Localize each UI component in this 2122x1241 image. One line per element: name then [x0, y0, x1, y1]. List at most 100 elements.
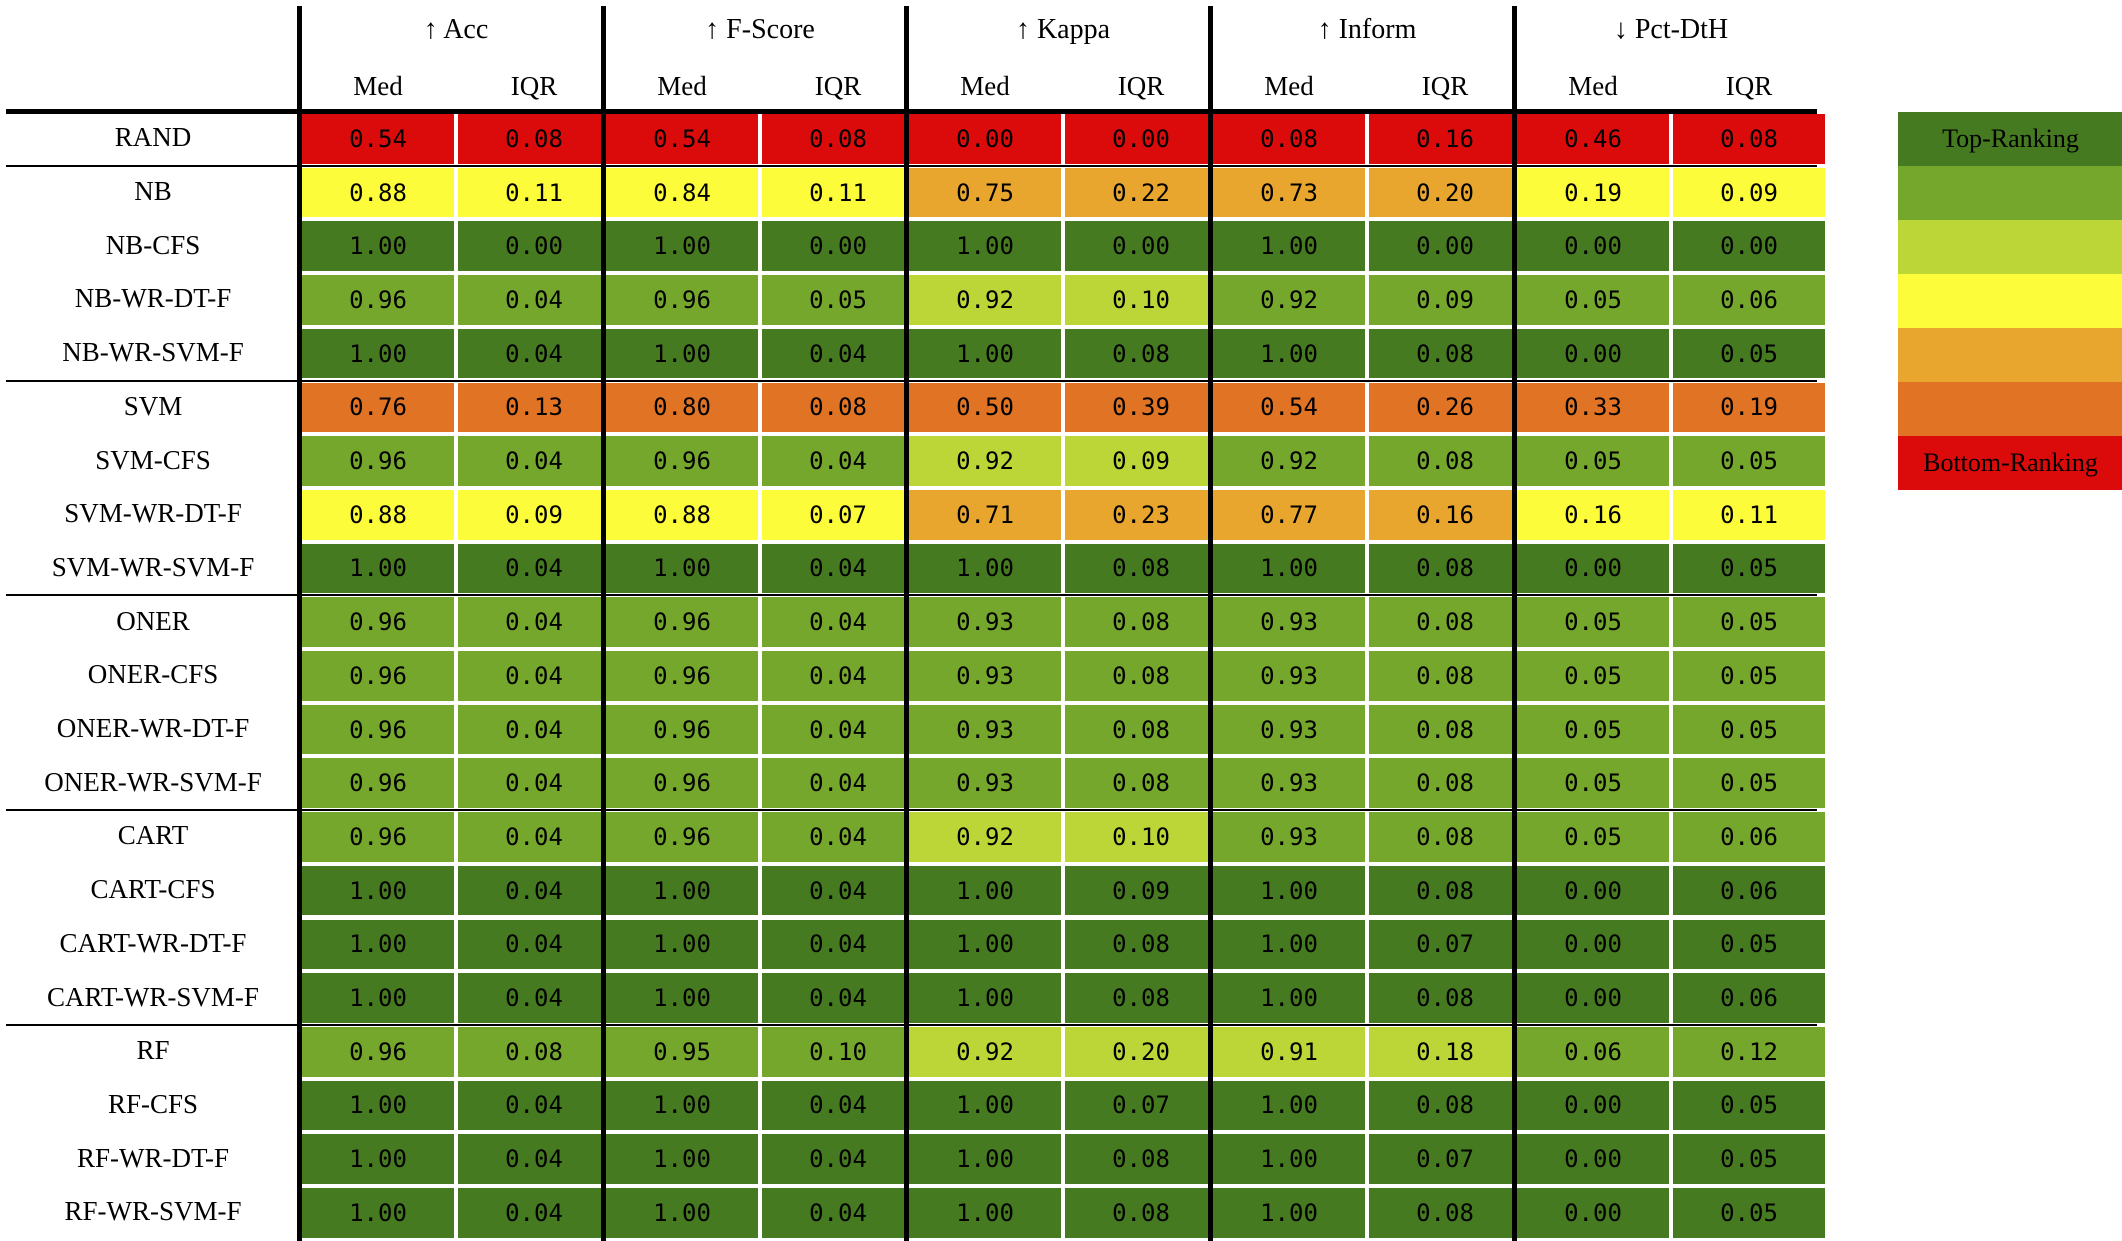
table-cell: 0.96	[606, 275, 758, 325]
table-cell: 0.46	[1517, 114, 1669, 164]
table-cell: 0.23	[1065, 489, 1217, 540]
table-cell: 0.84	[606, 167, 758, 218]
table-cell: 0.93	[1213, 812, 1365, 862]
table-cell: 1.00	[606, 543, 758, 594]
table-cell: 0.04	[762, 865, 914, 916]
table-cell: 0.16	[1369, 489, 1521, 540]
table-cell: 0.16	[1517, 489, 1669, 540]
table-cell: 0.04	[458, 758, 610, 809]
row-label: NB-WR-DT-F	[74, 283, 232, 314]
group-rule	[6, 1024, 1817, 1026]
table-cell: 0.96	[606, 758, 758, 809]
table-cell: 1.00	[909, 221, 1061, 272]
table-cell: 0.08	[1065, 651, 1217, 701]
table-cell: 0.05	[1673, 543, 1825, 594]
table-cell: 0.00	[1369, 221, 1521, 272]
table-cell: 0.00	[1517, 973, 1669, 1023]
table-cell: 0.08	[1065, 1134, 1217, 1184]
column-rule	[1512, 6, 1517, 1241]
table-cell: 1.00	[302, 543, 454, 594]
row-label: SVM-CFS	[95, 444, 211, 475]
row-label: NB-WR-SVM-F	[62, 337, 244, 368]
column-rule	[1208, 6, 1213, 1241]
table-cell: 1.00	[909, 543, 1061, 594]
table-cell: 0.05	[1673, 704, 1825, 755]
table-cell: 0.05	[1673, 436, 1825, 486]
row-label: CART-WR-DT-F	[59, 927, 247, 958]
table-cell: 0.00	[1517, 1134, 1669, 1184]
table-cell: 1.00	[1213, 1188, 1365, 1238]
table-cell: 0.08	[1065, 543, 1217, 594]
table-cell: 1.00	[606, 221, 758, 272]
table-cell: 1.00	[1213, 1080, 1365, 1131]
table-cell: 0.33	[1517, 382, 1669, 433]
table-cell: 0.93	[1213, 704, 1365, 755]
table-cell: 0.04	[762, 328, 914, 379]
row-label: RF-WR-SVM-F	[64, 1196, 242, 1227]
table-cell: 1.00	[909, 865, 1061, 916]
table-cell: 0.19	[1517, 167, 1669, 218]
table-cell: 0.00	[909, 114, 1061, 164]
table-cell: 0.00	[1673, 221, 1825, 272]
table-cell: 0.00	[1517, 1188, 1669, 1238]
table-cell: 0.08	[762, 114, 914, 164]
table-cell: 1.00	[1213, 543, 1365, 594]
table-cell: 0.96	[606, 651, 758, 701]
table-cell: 0.09	[1065, 436, 1217, 486]
table-cell: 0.05	[1673, 651, 1825, 701]
table-cell: 1.00	[606, 919, 758, 970]
table-cell: 0.96	[302, 1026, 454, 1077]
table-cell: 0.05	[1517, 651, 1669, 701]
table-cell: 0.96	[302, 651, 454, 701]
table-cell: 0.04	[458, 973, 610, 1023]
table-cell: 1.00	[606, 973, 758, 1023]
table-cell: 0.96	[302, 758, 454, 809]
table-cell: 1.00	[606, 865, 758, 916]
table-cell: 1.00	[1213, 919, 1365, 970]
table-cell: 0.08	[1673, 114, 1825, 164]
table-cell: 0.20	[1369, 167, 1521, 218]
table-cell: 0.04	[762, 543, 914, 594]
table-cell: 0.08	[1369, 328, 1521, 379]
table-cell: 0.06	[1673, 275, 1825, 325]
legend-swatch	[1898, 220, 2122, 274]
row-label: RAND	[114, 122, 192, 153]
table-cell: 0.08	[458, 114, 610, 164]
table-cell: 0.07	[1369, 1134, 1521, 1184]
table-cell: 0.00	[1065, 221, 1217, 272]
table-cell: 0.04	[762, 704, 914, 755]
table-cell: 1.00	[302, 221, 454, 272]
row-label: CART-CFS	[90, 874, 216, 905]
metric-header: ↑ Kappa	[1015, 14, 1111, 45]
table-cell: 0.88	[302, 167, 454, 218]
table-cell: 0.39	[1065, 382, 1217, 433]
table-cell: 1.00	[1213, 973, 1365, 1023]
sub-header: IQR	[1421, 70, 1469, 101]
table-cell: 0.08	[1369, 812, 1521, 862]
group-rule	[6, 594, 1817, 596]
table-cell: 0.00	[1517, 865, 1669, 916]
table-cell: 0.20	[1065, 1026, 1217, 1077]
metric-header: ↑ Inform	[1317, 14, 1417, 45]
table-cell: 1.00	[302, 1134, 454, 1184]
table-cell: 0.04	[458, 543, 610, 594]
table-cell: 0.05	[1517, 704, 1669, 755]
table-cell: 0.96	[302, 812, 454, 862]
table-cell: 1.00	[606, 1188, 758, 1238]
table-cell: 0.73	[1213, 167, 1365, 218]
table-cell: 0.06	[1673, 973, 1825, 1023]
row-label: SVM	[123, 390, 183, 421]
table-cell: 1.00	[302, 919, 454, 970]
table-cell: 0.05	[762, 275, 914, 325]
row-label: RF-WR-DT-F	[76, 1142, 230, 1173]
group-rule	[6, 380, 1817, 382]
table-cell: 0.93	[909, 704, 1061, 755]
table-cell: 0.10	[762, 1026, 914, 1077]
table-cell: 0.88	[302, 489, 454, 540]
table-cell: 0.04	[762, 919, 914, 970]
table-cell: 0.93	[909, 758, 1061, 809]
table-cell: 0.92	[909, 812, 1061, 862]
metric-header: ↑ F-Score	[705, 14, 815, 45]
table-cell: 0.05	[1673, 1080, 1825, 1131]
table-cell: 0.08	[1369, 1080, 1521, 1131]
